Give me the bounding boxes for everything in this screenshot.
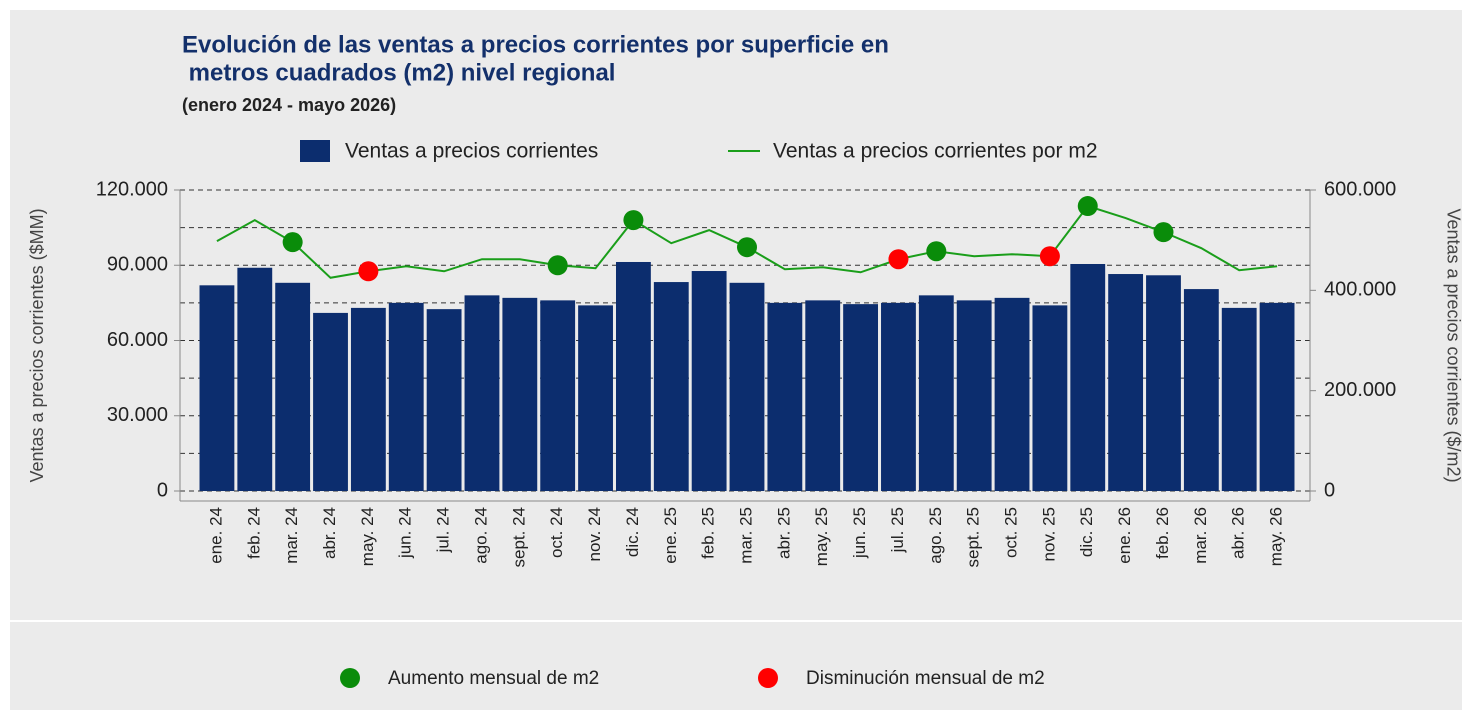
x-tick-label: jul. 25 bbox=[888, 507, 907, 553]
x-tick-label: mar. 24 bbox=[282, 507, 301, 564]
bar bbox=[464, 295, 500, 491]
point bbox=[926, 241, 947, 262]
bar bbox=[615, 261, 651, 491]
bar bbox=[881, 302, 916, 491]
y-axis-label: Ventas a precios corrientes ($MM) bbox=[27, 208, 47, 482]
bar bbox=[956, 300, 992, 491]
bar bbox=[994, 297, 1030, 491]
x-tick-label: abr. 26 bbox=[1229, 507, 1248, 559]
y-tick-label: 30.000 bbox=[107, 404, 168, 426]
bar bbox=[843, 304, 879, 491]
x-tick-label: oct. 25 bbox=[1002, 507, 1021, 558]
x-tick-label: feb. 26 bbox=[1153, 507, 1172, 559]
y-tick-label: 90.000 bbox=[107, 254, 168, 276]
bar bbox=[1070, 263, 1106, 491]
bar bbox=[313, 312, 348, 491]
bar bbox=[1146, 275, 1181, 491]
y2-tick-label: 200.000 bbox=[1324, 379, 1396, 401]
bar bbox=[578, 305, 613, 491]
bar bbox=[540, 300, 576, 491]
x-tick-label: may. 26 bbox=[1267, 507, 1286, 566]
bar bbox=[237, 267, 273, 491]
bar bbox=[653, 282, 689, 491]
x-tick-label: ene. 25 bbox=[661, 507, 680, 564]
x-tick-label: nov. 25 bbox=[1039, 507, 1058, 562]
legend-swatch bbox=[300, 140, 330, 162]
y2-tick-label: 0 bbox=[1324, 479, 1335, 501]
bar bbox=[1032, 305, 1068, 491]
bar bbox=[199, 285, 235, 491]
x-tick-label: mar. 26 bbox=[1191, 507, 1210, 564]
x-tick-label: abr. 25 bbox=[774, 507, 793, 559]
x-tick-label: dic. 24 bbox=[623, 507, 642, 557]
point bbox=[623, 210, 644, 231]
point bbox=[358, 261, 379, 282]
x-tick-label: dic. 25 bbox=[1077, 507, 1096, 557]
bar bbox=[691, 271, 727, 491]
bar bbox=[502, 297, 538, 491]
chart-title: metros cuadrados (m2) nivel regional bbox=[182, 59, 615, 86]
bar bbox=[918, 295, 954, 491]
x-tick-label: ago. 25 bbox=[926, 507, 945, 564]
y2-tick-label: 600.000 bbox=[1324, 178, 1396, 200]
legend-swatch bbox=[340, 668, 360, 688]
bar bbox=[426, 309, 462, 491]
x-tick-label: feb. 25 bbox=[699, 507, 718, 559]
x-tick-label: ago. 24 bbox=[471, 507, 490, 564]
y2-tick-label: 400.000 bbox=[1324, 279, 1396, 301]
x-tick-label: may. 25 bbox=[812, 507, 831, 566]
bar bbox=[275, 282, 311, 491]
x-tick-label: sept. 24 bbox=[509, 507, 528, 568]
bar bbox=[805, 300, 841, 491]
x-tick-label: ene. 24 bbox=[206, 507, 225, 564]
x-tick-label: jun. 25 bbox=[850, 507, 869, 559]
bar bbox=[388, 302, 424, 491]
y-tick-label: 0 bbox=[157, 479, 168, 501]
y2-axis-label: Ventas a precios corrientes ($/m2) bbox=[1443, 208, 1463, 482]
legend-label: Disminución mensual de m2 bbox=[806, 668, 1045, 689]
x-tick-label: abr. 24 bbox=[320, 507, 339, 559]
x-tick-label: feb. 24 bbox=[244, 507, 263, 559]
x-tick-label: nov. 24 bbox=[585, 507, 604, 562]
x-tick-label: ene. 26 bbox=[1115, 507, 1134, 564]
bar bbox=[1221, 307, 1257, 491]
point bbox=[888, 249, 909, 270]
chart-subtitle: (enero 2024 - mayo 2026) bbox=[182, 95, 396, 115]
point bbox=[1153, 222, 1174, 243]
y-tick-label: 120.000 bbox=[96, 178, 168, 200]
legend-label: Aumento mensual de m2 bbox=[388, 668, 599, 689]
legend-label: Ventas a precios corrientes bbox=[345, 140, 598, 163]
point bbox=[737, 237, 757, 258]
point bbox=[1039, 246, 1060, 267]
x-tick-label: may. 24 bbox=[358, 507, 377, 566]
point bbox=[282, 232, 303, 253]
x-tick-label: oct. 24 bbox=[547, 507, 566, 558]
y-tick-label: 60.000 bbox=[107, 329, 168, 351]
bar bbox=[350, 307, 386, 491]
point bbox=[1077, 196, 1098, 217]
chart-title: Evolución de las ventas a precios corrie… bbox=[182, 31, 889, 58]
legend-label: Ventas a precios corrientes por m2 bbox=[773, 140, 1098, 163]
x-tick-label: jun. 24 bbox=[396, 507, 415, 559]
x-tick-label: jul. 24 bbox=[434, 507, 453, 553]
bar bbox=[1183, 289, 1219, 491]
bar bbox=[1108, 274, 1144, 491]
legend-swatch bbox=[758, 668, 778, 688]
point bbox=[547, 255, 568, 276]
bar bbox=[767, 302, 803, 491]
x-tick-label: sept. 25 bbox=[964, 507, 983, 568]
x-tick-label: mar. 25 bbox=[736, 507, 755, 564]
bar bbox=[1259, 302, 1295, 491]
bar bbox=[729, 282, 765, 491]
